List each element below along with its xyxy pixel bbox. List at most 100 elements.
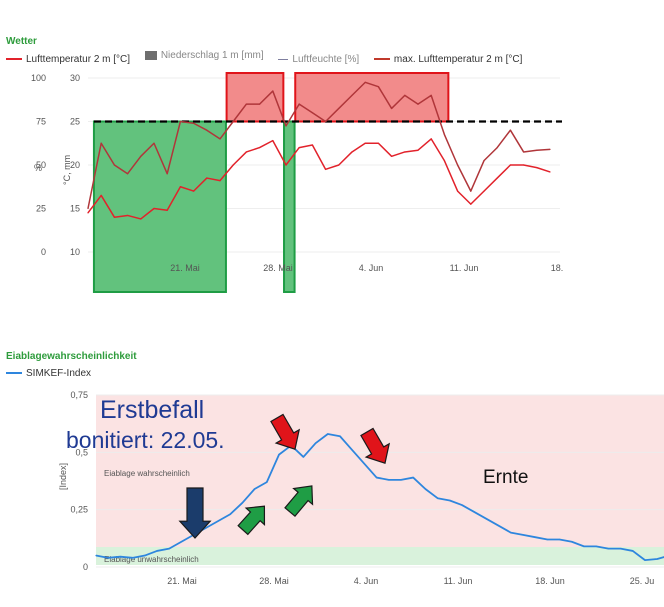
data-point xyxy=(457,164,459,166)
data-point xyxy=(559,538,561,541)
series-line xyxy=(87,138,551,220)
data-point xyxy=(339,435,341,437)
data-point xyxy=(241,502,243,504)
data-point xyxy=(470,190,472,192)
hot-period-box xyxy=(225,72,285,123)
legend-item-humidity[interactable]: Luftfeuchte [%] xyxy=(278,54,359,65)
low-temp-periods xyxy=(92,120,296,293)
legend-label: Luftfeuchte [%] xyxy=(292,54,360,65)
data-point xyxy=(338,107,340,110)
egg-title: Eiablagewahrscheinlichkeit xyxy=(6,351,137,362)
data-point xyxy=(496,177,498,179)
data-point xyxy=(377,142,379,144)
data-point xyxy=(179,186,181,188)
data-point xyxy=(620,548,622,550)
y-tick: 0,5 xyxy=(75,447,88,457)
data-point xyxy=(217,520,219,522)
hot-periods xyxy=(225,72,450,123)
y-axis-label-celsius: °C, mm xyxy=(62,155,72,185)
data-point xyxy=(498,525,500,527)
data-point xyxy=(127,173,129,175)
data-point xyxy=(470,203,472,205)
data-point xyxy=(245,151,247,153)
data-point xyxy=(338,164,340,166)
data-point xyxy=(311,144,313,146)
data-point xyxy=(272,90,274,92)
x-tick: 18. Jun xyxy=(535,576,565,586)
data-point xyxy=(132,557,134,559)
weather-legend: Lufttemperatur 2 m [°C] Niederschlag 1 m… xyxy=(6,50,534,65)
data-point xyxy=(522,534,524,536)
y-tick: 0 xyxy=(83,562,88,572)
data-point xyxy=(534,536,536,538)
x-tick: 21. Mai xyxy=(167,576,197,586)
data-point xyxy=(595,545,597,547)
y-tick: 0,75 xyxy=(70,390,88,400)
data-point xyxy=(87,212,89,214)
data-point xyxy=(417,103,419,105)
arrow-erstbefall xyxy=(178,487,212,539)
y-axis-label-percent: % xyxy=(34,163,42,173)
data-point xyxy=(140,155,142,157)
data-point xyxy=(87,207,89,210)
annotation-erstbefall: Erstbefall xyxy=(100,396,204,424)
legend-swatch xyxy=(6,372,22,374)
data-point xyxy=(254,488,256,490)
data-point xyxy=(206,129,208,131)
data-point xyxy=(644,559,646,561)
data-point xyxy=(232,164,234,166)
series-line xyxy=(95,433,664,562)
data-point xyxy=(156,550,158,552)
data-point xyxy=(315,442,317,444)
data-point xyxy=(510,532,512,534)
data-point xyxy=(232,120,234,123)
data-point xyxy=(523,151,525,153)
legend-swatch xyxy=(6,58,22,60)
data-point xyxy=(119,556,121,558)
y-tick: 0,25 xyxy=(70,505,88,515)
legend-item-temp[interactable]: Lufttemperatur 2 m [°C] xyxy=(6,54,130,65)
low-temp-period-box xyxy=(92,120,227,293)
data-point xyxy=(363,463,365,465)
data-point xyxy=(206,177,208,179)
data-point xyxy=(536,167,538,169)
egg-legend: SIMKEF-Index xyxy=(6,366,103,379)
data-point xyxy=(285,164,287,166)
legend-swatch xyxy=(373,58,390,60)
y-tick-celsius: 25 xyxy=(70,117,80,127)
data-point xyxy=(272,140,274,142)
data-point xyxy=(496,147,498,149)
egg-axes: 0,75 0,5 0,25 0 21. Mai 28. Mai 4. Jun 11. Jun 1… xyxy=(70,390,654,586)
data-point xyxy=(607,548,610,550)
egg-series xyxy=(95,433,664,562)
band-likely-label: Eiablage wahrscheinlich xyxy=(104,469,190,478)
legend-label: SIMKEF-Index xyxy=(26,367,92,379)
x-tick: 4. Jun xyxy=(359,263,384,273)
data-point xyxy=(437,497,439,499)
arrow-peak-2 xyxy=(360,427,391,464)
legend-item-precip[interactable]: Niederschlag 1 m [mm] xyxy=(144,50,264,61)
data-point xyxy=(298,103,300,105)
x-tick: 11. Jun xyxy=(450,263,479,273)
data-point xyxy=(153,207,155,210)
data-point xyxy=(140,218,142,220)
data-point xyxy=(166,173,168,175)
data-point xyxy=(549,148,551,150)
data-point xyxy=(571,541,573,543)
legend-item-simkef[interactable]: SIMKEF-Index xyxy=(6,368,91,379)
data-point xyxy=(377,86,379,88)
data-point xyxy=(364,142,366,144)
data-point xyxy=(473,511,475,513)
data-point xyxy=(259,103,261,105)
egg-plot: Eiablage wahrscheinlich Eiablage unwahrs… xyxy=(58,390,664,586)
data-point xyxy=(113,216,115,218)
data-point xyxy=(461,504,463,506)
data-point xyxy=(144,554,146,557)
weather-series xyxy=(87,81,551,220)
x-tick: 18. xyxy=(551,263,564,273)
y-tick-percent: 100 xyxy=(31,73,46,83)
legend-item-max-temp[interactable]: max. Lufttemperatur 2 m [°C] xyxy=(373,54,522,65)
